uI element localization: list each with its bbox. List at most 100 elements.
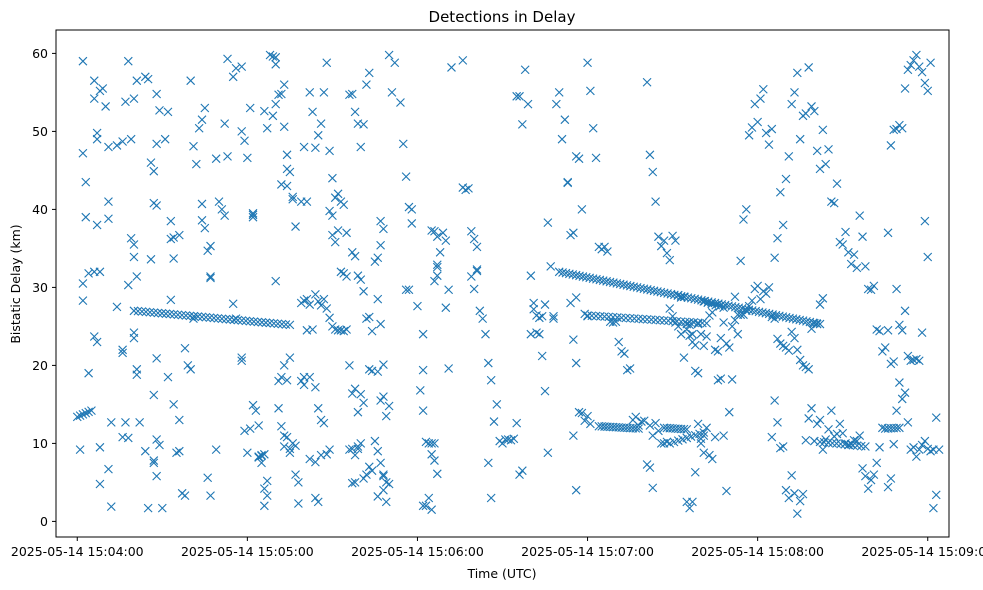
data-point [631, 424, 641, 433]
data-point [914, 356, 924, 366]
data-point [534, 329, 544, 339]
data-point [478, 314, 488, 323]
data-point [676, 329, 686, 339]
data-point [662, 248, 672, 258]
data-point [285, 353, 295, 362]
data-point [663, 316, 673, 326]
data-point [95, 442, 105, 452]
data-point [362, 80, 371, 89]
data-point [795, 496, 805, 506]
data-point [653, 287, 662, 296]
data-point [220, 211, 230, 221]
data-point [883, 482, 893, 492]
data-point [693, 295, 703, 305]
data-point [889, 439, 899, 449]
data-point [339, 326, 349, 336]
data-point [177, 310, 187, 320]
data-point [753, 117, 763, 127]
data-point [291, 470, 300, 479]
x-tick-label: 2025-05-14 15:04:00 [11, 544, 144, 559]
data-point [683, 293, 693, 302]
data-point [563, 178, 573, 188]
data-point [217, 205, 227, 214]
data-point [679, 424, 689, 434]
data-point [632, 283, 642, 292]
data-point [807, 403, 816, 413]
data-point [747, 296, 757, 306]
data-point [784, 151, 794, 161]
data-point [659, 236, 669, 245]
data-point [356, 142, 366, 152]
data-point [724, 407, 734, 417]
data-point [523, 99, 533, 109]
data-point [89, 76, 99, 86]
data-point [274, 403, 283, 413]
data-point [121, 97, 130, 107]
data-point [568, 431, 578, 440]
data-point [775, 187, 785, 197]
data-point [778, 312, 788, 321]
data-point [788, 314, 798, 324]
data-point [840, 440, 850, 449]
data-point [269, 319, 279, 328]
data-point [540, 300, 550, 309]
data-point [795, 315, 805, 325]
data-point [722, 486, 731, 496]
y-tick-label: 50 [32, 124, 48, 139]
data-point [285, 444, 295, 454]
data-point [299, 142, 309, 152]
data-point [860, 442, 870, 451]
data-point [571, 293, 581, 302]
data-point [826, 197, 836, 206]
data-point [206, 491, 215, 501]
data-point [900, 84, 910, 93]
data-point [682, 424, 692, 434]
data-point [517, 119, 527, 129]
data-point [379, 360, 388, 370]
data-point [648, 483, 658, 493]
data-point [744, 130, 754, 140]
data-point [223, 54, 232, 64]
data-point [356, 439, 366, 448]
data-point [557, 134, 567, 144]
data-point [614, 337, 624, 347]
data-point [169, 233, 179, 242]
data-point [166, 216, 176, 226]
data-point [253, 317, 263, 327]
data-point [895, 378, 904, 387]
data-point [612, 278, 622, 288]
data-point [832, 179, 842, 189]
data-point [237, 127, 247, 136]
data-point [288, 194, 298, 204]
data-point [104, 142, 113, 152]
data-point [846, 259, 856, 269]
data-point [152, 353, 162, 363]
data-point [609, 278, 618, 288]
data-point [466, 226, 476, 236]
data-point [291, 222, 300, 231]
data-point [84, 407, 93, 417]
data-point [155, 440, 164, 450]
data-point [432, 260, 442, 270]
data-point [895, 320, 904, 330]
data-point [197, 312, 207, 322]
data-point [237, 356, 247, 366]
data-point [744, 305, 754, 315]
data-point [574, 407, 584, 417]
data-point [143, 74, 153, 84]
data-point [713, 346, 723, 356]
data-point [587, 311, 597, 321]
data-point [656, 439, 666, 448]
data-point [892, 284, 901, 294]
data-point [427, 449, 437, 459]
data-point [517, 466, 527, 476]
data-point [792, 68, 802, 78]
data-point [353, 407, 363, 417]
data-point [546, 261, 556, 271]
data-point [798, 316, 808, 326]
data-point [427, 505, 437, 515]
data-point [880, 343, 890, 352]
data-point [591, 153, 601, 163]
data-point [274, 90, 283, 100]
data-point [761, 289, 771, 299]
